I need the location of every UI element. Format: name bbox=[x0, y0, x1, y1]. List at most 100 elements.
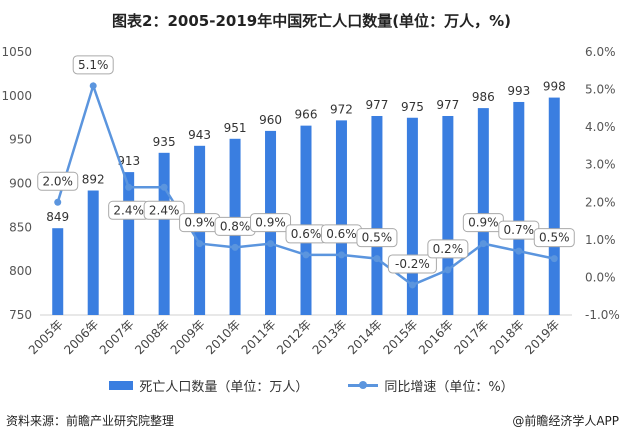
x-tick-label: 2005年 bbox=[26, 317, 66, 357]
credit: @前瞻经济学人APP bbox=[512, 414, 619, 428]
left-tick-label: 950 bbox=[9, 133, 32, 147]
x-tick-label: 2006年 bbox=[61, 317, 101, 357]
x-tick-label: 2016年 bbox=[416, 317, 456, 357]
line-label-box bbox=[37, 171, 79, 191]
x-tick-label: 2008年 bbox=[132, 317, 172, 357]
bar-value-label: 913 bbox=[117, 154, 140, 168]
line-label-box bbox=[387, 254, 437, 274]
bar bbox=[406, 117, 418, 315]
line-point bbox=[196, 240, 204, 248]
bar-value-label: 935 bbox=[153, 135, 176, 149]
legend-label: 同比增速（单位：%） bbox=[384, 380, 514, 395]
line-value-label: 0.9% bbox=[184, 216, 215, 230]
x-tick-label: 2010年 bbox=[203, 317, 243, 357]
line-point bbox=[408, 281, 416, 289]
bar bbox=[477, 108, 489, 316]
bar-value-label: 972 bbox=[330, 102, 353, 116]
right-tick-label: 6.0% bbox=[585, 45, 616, 59]
right-tick-label: 4.0% bbox=[585, 120, 616, 134]
bar bbox=[123, 172, 135, 315]
right-tick-label: -1.0% bbox=[585, 308, 620, 322]
x-tick-label: 2007年 bbox=[97, 317, 137, 357]
line-point bbox=[550, 255, 558, 263]
bar bbox=[548, 97, 560, 315]
line-value-label: 2.4% bbox=[149, 203, 180, 217]
bar-value-label: 951 bbox=[224, 121, 247, 135]
bar-value-label: 993 bbox=[507, 84, 530, 98]
line-point bbox=[89, 82, 97, 90]
legend-item-bar: 死亡人口数量（单位：万人） bbox=[109, 376, 308, 395]
line-point bbox=[231, 243, 239, 251]
line-value-label: 0.5% bbox=[539, 231, 570, 245]
chart-title: 图表2：2005-2019年中国死亡人口数量(单位：万人，%) bbox=[112, 12, 511, 30]
line-value-label: 0.9% bbox=[468, 216, 499, 230]
bar-value-label: 892 bbox=[82, 173, 105, 187]
bar bbox=[52, 228, 64, 315]
left-tick-label: 1000 bbox=[1, 89, 32, 103]
x-tick-label: 2011年 bbox=[239, 317, 279, 357]
bar bbox=[513, 101, 525, 315]
legend-label: 死亡人口数量（单位：万人） bbox=[139, 380, 309, 395]
line-label-box bbox=[356, 228, 398, 248]
line-value-label: 0.5% bbox=[362, 231, 393, 245]
x-tick-label: 2014年 bbox=[345, 317, 385, 357]
left-tick-label: 900 bbox=[9, 177, 32, 191]
line-value-label: 0.9% bbox=[255, 216, 286, 230]
bar bbox=[371, 115, 383, 315]
line-label-box bbox=[427, 239, 469, 259]
line-point bbox=[479, 240, 487, 248]
bar-value-label: 977 bbox=[365, 98, 388, 112]
bar bbox=[335, 120, 347, 315]
line-label-box bbox=[72, 55, 114, 75]
line-point bbox=[515, 247, 523, 255]
left-tick-label: 750 bbox=[9, 308, 32, 322]
line-point bbox=[160, 183, 168, 191]
x-tick-label: 2018年 bbox=[487, 317, 527, 357]
x-tick-label: 2012年 bbox=[274, 317, 314, 357]
line-point bbox=[444, 266, 452, 274]
x-tick-label: 2013年 bbox=[310, 317, 350, 357]
line-value-label: -0.2% bbox=[395, 257, 430, 271]
bar bbox=[300, 125, 312, 315]
line-value-label: 2.4% bbox=[113, 203, 144, 217]
right-tick-label: 3.0% bbox=[585, 158, 616, 172]
line-label-box bbox=[250, 213, 292, 233]
right-tick-label: 5.0% bbox=[585, 83, 616, 97]
legend-swatch-bar bbox=[109, 381, 134, 390]
line-value-label: 2.0% bbox=[42, 174, 73, 188]
x-tick-label: 2015年 bbox=[381, 317, 421, 357]
line-value-label: 0.8% bbox=[220, 219, 251, 233]
left-tick-label: 850 bbox=[9, 220, 32, 234]
line-label-box bbox=[143, 200, 185, 220]
bar bbox=[158, 152, 170, 315]
line-point bbox=[373, 255, 381, 263]
bar-value-label: 960 bbox=[259, 113, 282, 127]
bar-value-label: 966 bbox=[295, 108, 318, 122]
line-point bbox=[267, 240, 275, 248]
left-tick-label: 800 bbox=[9, 264, 32, 278]
bar bbox=[442, 115, 454, 315]
left-tick-label: 1050 bbox=[1, 45, 32, 59]
right-tick-label: 2.0% bbox=[585, 195, 616, 209]
line-point bbox=[54, 198, 62, 206]
x-tick-label: 2009年 bbox=[168, 317, 208, 357]
line-label-box bbox=[533, 228, 575, 248]
line-point bbox=[125, 183, 133, 191]
line-value-label: 0.6% bbox=[326, 227, 357, 241]
source-note: 资料来源：前瞻产业研究院整理 bbox=[6, 414, 175, 428]
legend-swatch-line bbox=[348, 381, 379, 389]
bar-value-label: 998 bbox=[543, 80, 566, 94]
x-tick-label: 2019年 bbox=[522, 317, 562, 357]
line-point bbox=[337, 251, 345, 259]
bar bbox=[87, 190, 99, 315]
line-value-label: 0.7% bbox=[504, 223, 535, 237]
bar-value-label: 986 bbox=[472, 90, 495, 104]
line-value-label: 0.2% bbox=[433, 242, 464, 256]
bar-value-label: 977 bbox=[436, 98, 459, 112]
bar-value-label: 975 bbox=[401, 100, 424, 114]
legend: 死亡人口数量（单位：万人） 同比增速（单位：%） bbox=[0, 376, 623, 395]
line-value-label: 5.1% bbox=[78, 58, 109, 72]
bar-value-label: 943 bbox=[188, 128, 211, 142]
